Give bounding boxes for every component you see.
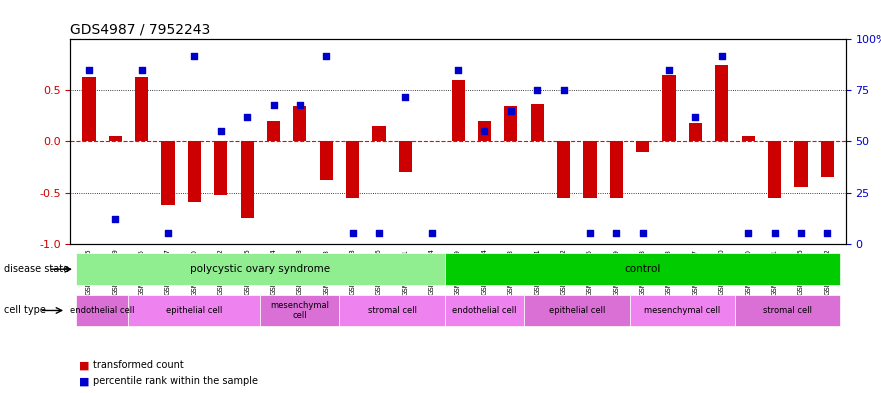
Point xyxy=(662,67,676,73)
FancyBboxPatch shape xyxy=(735,295,840,326)
Point xyxy=(451,67,465,73)
FancyBboxPatch shape xyxy=(445,295,524,326)
Text: percentile rank within the sample: percentile rank within the sample xyxy=(93,376,257,386)
Text: polycystic ovary syndrome: polycystic ovary syndrome xyxy=(190,264,330,274)
Bar xyxy=(715,65,729,141)
Point xyxy=(504,108,518,114)
Text: cell type: cell type xyxy=(4,305,47,316)
FancyBboxPatch shape xyxy=(76,253,445,285)
Bar xyxy=(768,141,781,198)
FancyBboxPatch shape xyxy=(445,253,840,285)
Point xyxy=(714,53,729,59)
Text: transformed count: transformed count xyxy=(93,360,183,371)
Bar xyxy=(663,75,676,141)
Bar xyxy=(161,141,174,205)
Text: ■: ■ xyxy=(79,376,90,386)
Bar xyxy=(320,141,333,180)
Text: mesenchymal cell: mesenchymal cell xyxy=(644,306,721,315)
Point xyxy=(741,230,755,237)
Point xyxy=(688,114,702,120)
Bar xyxy=(188,141,201,202)
FancyBboxPatch shape xyxy=(129,295,261,326)
Point xyxy=(820,230,834,237)
Point xyxy=(557,87,571,94)
Bar xyxy=(742,136,755,141)
Bar xyxy=(583,141,596,198)
Text: ■: ■ xyxy=(79,360,90,371)
Point xyxy=(478,128,492,134)
FancyBboxPatch shape xyxy=(261,295,339,326)
Text: stromal cell: stromal cell xyxy=(763,306,812,315)
FancyBboxPatch shape xyxy=(339,295,445,326)
FancyBboxPatch shape xyxy=(630,295,735,326)
Bar xyxy=(530,104,544,141)
Point xyxy=(636,230,650,237)
Bar xyxy=(135,77,148,141)
Point xyxy=(188,53,202,59)
Point xyxy=(241,114,255,120)
Text: control: control xyxy=(625,264,661,274)
Point xyxy=(530,87,544,94)
Bar xyxy=(452,80,464,141)
Bar xyxy=(108,136,122,141)
Point xyxy=(398,94,412,100)
Point xyxy=(214,128,228,134)
Bar xyxy=(504,106,517,141)
Point xyxy=(345,230,359,237)
Bar xyxy=(821,141,834,177)
Text: endothelial cell: endothelial cell xyxy=(452,306,517,315)
Bar xyxy=(795,141,808,187)
Point xyxy=(767,230,781,237)
Bar xyxy=(689,123,702,141)
Text: stromal cell: stromal cell xyxy=(367,306,417,315)
Text: disease state: disease state xyxy=(4,264,70,274)
Bar xyxy=(478,121,491,141)
Bar xyxy=(82,77,95,141)
Text: epithelial cell: epithelial cell xyxy=(549,306,605,315)
Bar xyxy=(214,141,227,195)
Bar xyxy=(293,106,307,141)
Bar xyxy=(346,141,359,198)
FancyBboxPatch shape xyxy=(524,295,630,326)
Text: epithelial cell: epithelial cell xyxy=(167,306,223,315)
FancyBboxPatch shape xyxy=(76,295,129,326)
Point xyxy=(108,216,122,222)
Point xyxy=(794,230,808,237)
Point xyxy=(372,230,386,237)
Bar xyxy=(399,141,412,172)
Text: GDS4987 / 7952243: GDS4987 / 7952243 xyxy=(70,23,211,37)
Text: mesenchymal
cell: mesenchymal cell xyxy=(270,301,329,320)
Point xyxy=(319,53,333,59)
Bar xyxy=(557,141,570,198)
Point xyxy=(266,101,280,108)
Point xyxy=(292,101,307,108)
Text: endothelial cell: endothelial cell xyxy=(70,306,135,315)
Bar xyxy=(241,141,254,218)
Point xyxy=(610,230,624,237)
Point xyxy=(135,67,149,73)
Point xyxy=(425,230,439,237)
Bar xyxy=(636,141,649,152)
Point xyxy=(583,230,597,237)
Point xyxy=(161,230,175,237)
Point xyxy=(82,67,96,73)
Bar xyxy=(267,121,280,141)
Bar xyxy=(610,141,623,198)
Bar xyxy=(373,126,386,141)
